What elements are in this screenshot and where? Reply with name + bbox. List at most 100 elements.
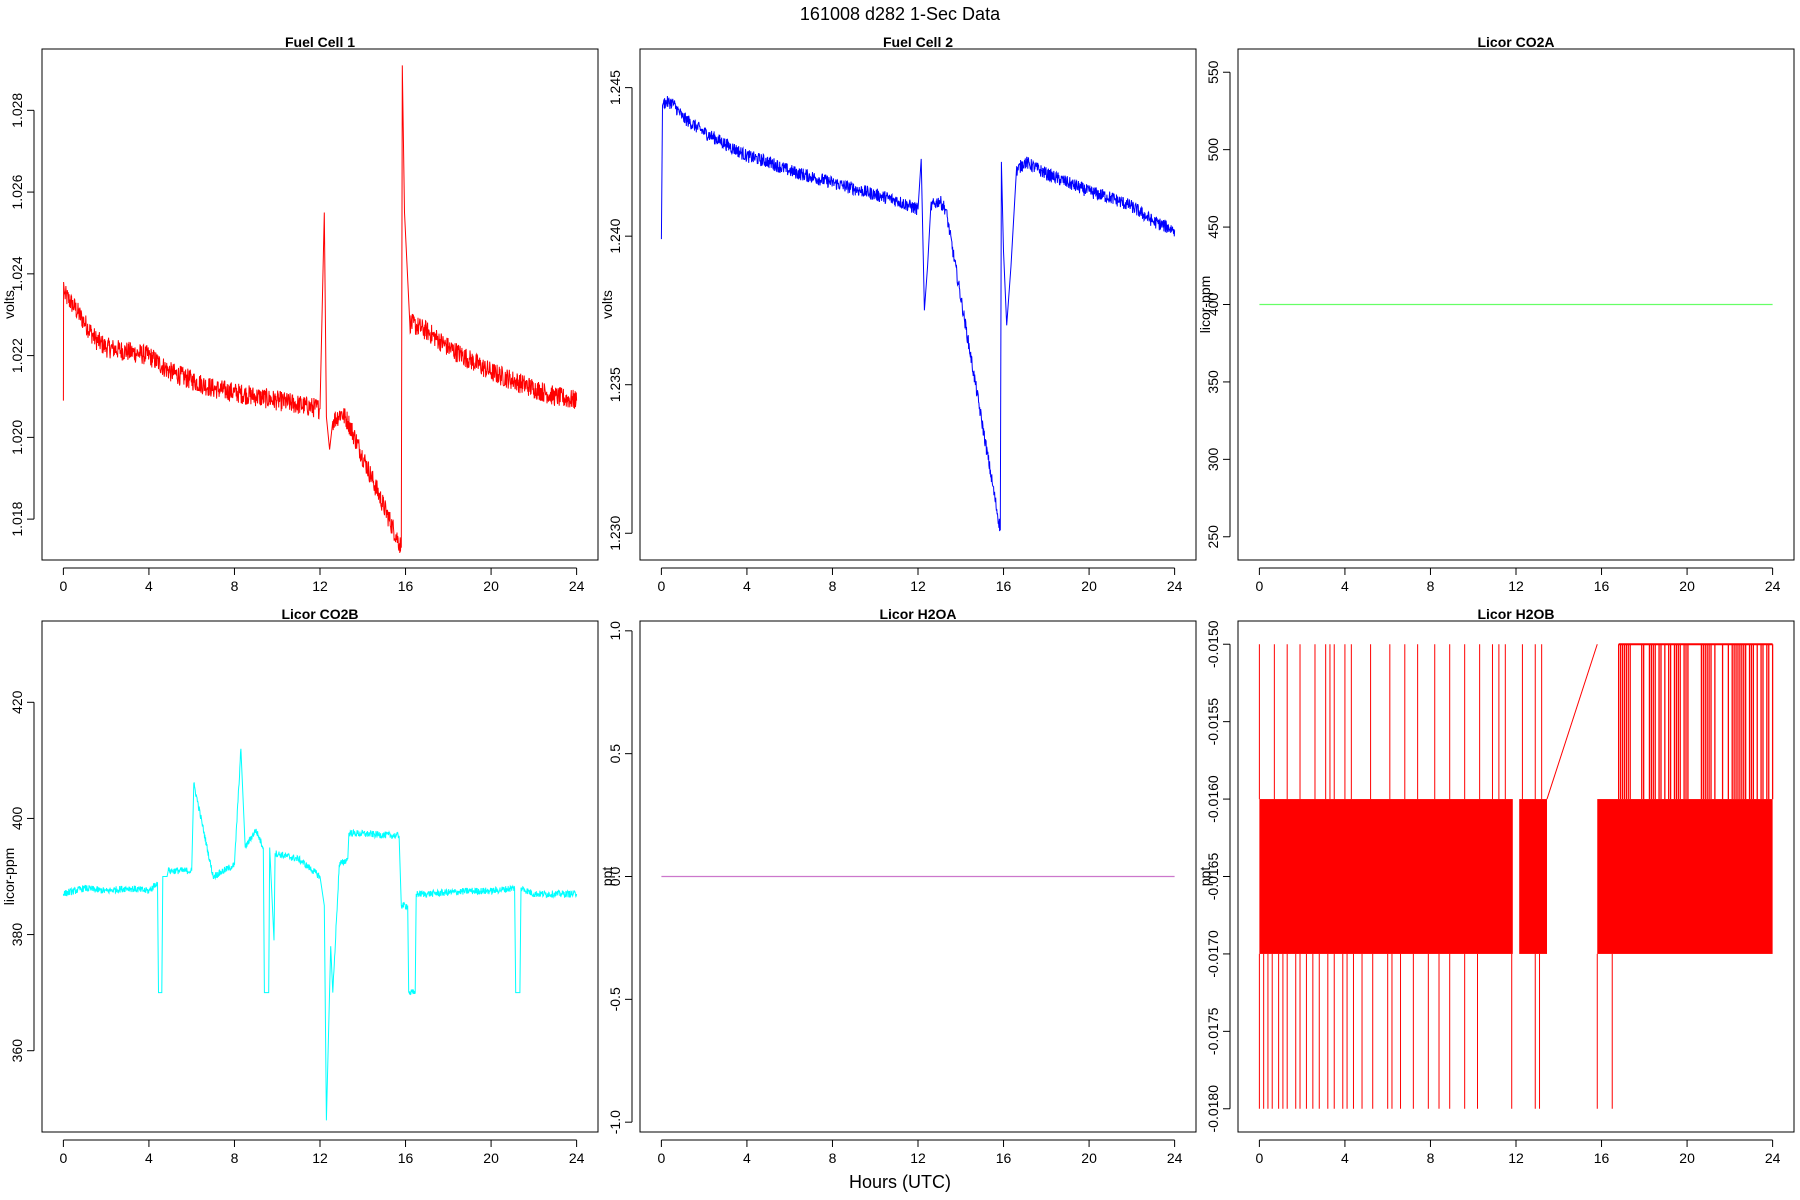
y-tick-label: -0.0170	[1205, 930, 1221, 978]
y-tick-label: -0.0165	[1205, 853, 1221, 901]
x-tick-label: 0	[657, 578, 665, 594]
plot-frame	[1237, 620, 1795, 1133]
x-tick-label: 8	[829, 1150, 837, 1166]
toggle-block	[1597, 799, 1773, 954]
x-tick-label: 12	[1508, 578, 1524, 594]
y-tick-label: 380	[9, 923, 25, 947]
x-tick-label: 4	[743, 1150, 751, 1166]
y-tick-label: -0.0180	[1205, 1085, 1221, 1133]
x-tick-label: 4	[1341, 1150, 1349, 1166]
y-tick-label: 1.020	[9, 420, 25, 455]
chart-panel-4: Licor CO2B licor-ppm 0 4 8 12 16 20 24 360 380 400 4…	[1, 606, 599, 1166]
x-tick-label: 8	[1427, 578, 1435, 594]
plot-frame	[1237, 48, 1795, 561]
x-tick-label: 4	[145, 1150, 153, 1166]
y-tick-label: 0.0	[607, 867, 623, 887]
y-tick-label: 1.028	[9, 93, 25, 128]
y-tick-label: 1.024	[9, 256, 25, 291]
x-tick-label: 16	[1594, 1150, 1610, 1166]
y-tick-label: 1.018	[9, 501, 25, 536]
series-line	[62, 65, 578, 554]
y-tick-label: 360	[9, 1039, 25, 1063]
x-tick-label: 12	[312, 1150, 328, 1166]
plot-frame	[639, 620, 1197, 1133]
x-tick-label: 4	[145, 578, 153, 594]
panel-title: Licor CO2B	[281, 606, 358, 622]
x-axis-label: Hours (UTC)	[849, 1172, 951, 1192]
y-axis-label: volts	[599, 290, 615, 319]
x-tick-label: 20	[483, 1150, 499, 1166]
figure-title: 161008 d282 1-Sec Data	[799, 4, 1001, 24]
y-tick-label: 1.230	[607, 516, 623, 551]
y-tick-label: 400	[1205, 293, 1221, 317]
x-tick-label: 8	[231, 1150, 239, 1166]
x-tick-label: 0	[1255, 1150, 1263, 1166]
plot-frame	[639, 48, 1197, 561]
y-tick-label: 250	[1205, 525, 1221, 549]
y-tick-label: 1.245	[607, 70, 623, 105]
x-tick-label: 8	[1427, 1150, 1435, 1166]
y-tick-label: 1.026	[9, 174, 25, 209]
x-tick-label: 16	[996, 578, 1012, 594]
series-line	[660, 95, 1176, 532]
plot-frame	[41, 48, 599, 561]
x-tick-label: 20	[1081, 1150, 1097, 1166]
panel-title: Licor H2OA	[879, 606, 956, 622]
y-axis-label: ppt	[1197, 867, 1213, 887]
x-tick-label: 16	[398, 1150, 414, 1166]
y-tick-label: 300	[1205, 447, 1221, 471]
x-tick-label: 20	[1081, 578, 1097, 594]
y-tick-label: 350	[1205, 370, 1221, 394]
x-tick-label: 16	[1594, 578, 1610, 594]
y-tick-label: 400	[9, 807, 25, 831]
x-tick-label: 24	[1765, 578, 1781, 594]
y-tick-label: 450	[1205, 215, 1221, 239]
x-tick-label: 20	[1679, 578, 1695, 594]
y-axis-label: licor-ppm	[1, 848, 17, 906]
x-tick-label: 24	[1167, 578, 1183, 594]
x-tick-label: 12	[312, 578, 328, 594]
x-tick-label: 12	[910, 578, 926, 594]
x-tick-label: 24	[569, 578, 585, 594]
y-tick-label: -0.0150	[1205, 620, 1221, 668]
toggle-block	[1519, 799, 1548, 954]
toggle-block	[1259, 799, 1513, 954]
y-tick-label: -0.0155	[1205, 698, 1221, 746]
x-tick-label: 24	[1167, 1150, 1183, 1166]
y-tick-label: 1.235	[607, 367, 623, 402]
y-tick-label: 1.240	[607, 218, 623, 253]
x-tick-label: 16	[996, 1150, 1012, 1166]
chart-panel-5: Licor H2OA ppt 0 4 8 12 16 20 24 -1.0 -0.5 0.0 0.5 1.…	[599, 606, 1197, 1166]
y-tick-label: 0.5	[607, 744, 623, 764]
panel-title: Licor CO2A	[1477, 34, 1554, 50]
y-tick-label: -0.5	[607, 987, 623, 1011]
x-tick-label: 16	[398, 578, 414, 594]
x-tick-label: 24	[1765, 1150, 1781, 1166]
x-tick-label: 4	[1341, 578, 1349, 594]
y-tick-label: -0.0160	[1205, 775, 1221, 823]
gap-line	[1546, 644, 1598, 800]
x-tick-label: 0	[59, 578, 67, 594]
y-tick-label: -1.0	[607, 1110, 623, 1134]
y-axis-label: volts	[1, 290, 17, 319]
x-tick-label: 12	[1508, 1150, 1524, 1166]
chart-panel-6: Licor H2OB ppt 0 4 8 12 16 20 24 -0.0180 -0.0175 -0…	[1197, 606, 1795, 1166]
series-line	[62, 748, 578, 1121]
x-tick-label: 12	[910, 1150, 926, 1166]
panel-title: Fuel Cell 1	[285, 34, 355, 50]
y-tick-label: 420	[9, 690, 25, 714]
x-tick-label: 0	[657, 1150, 665, 1166]
x-tick-label: 0	[1255, 578, 1263, 594]
x-tick-label: 8	[231, 578, 239, 594]
chart-panel-2: Fuel Cell 2 volts 0 4 8 12 16 20 24 1.230 1.235 1.2…	[599, 34, 1197, 594]
y-tick-label: 500	[1205, 138, 1221, 162]
y-tick-label: 1.0	[607, 621, 623, 641]
y-tick-label: 550	[1205, 60, 1221, 84]
y-axis-label: ppt	[599, 867, 615, 887]
x-tick-label: 4	[743, 578, 751, 594]
x-tick-label: 20	[483, 578, 499, 594]
x-tick-label: 8	[829, 578, 837, 594]
x-tick-label: 20	[1679, 1150, 1695, 1166]
panel-title: Fuel Cell 2	[883, 34, 953, 50]
